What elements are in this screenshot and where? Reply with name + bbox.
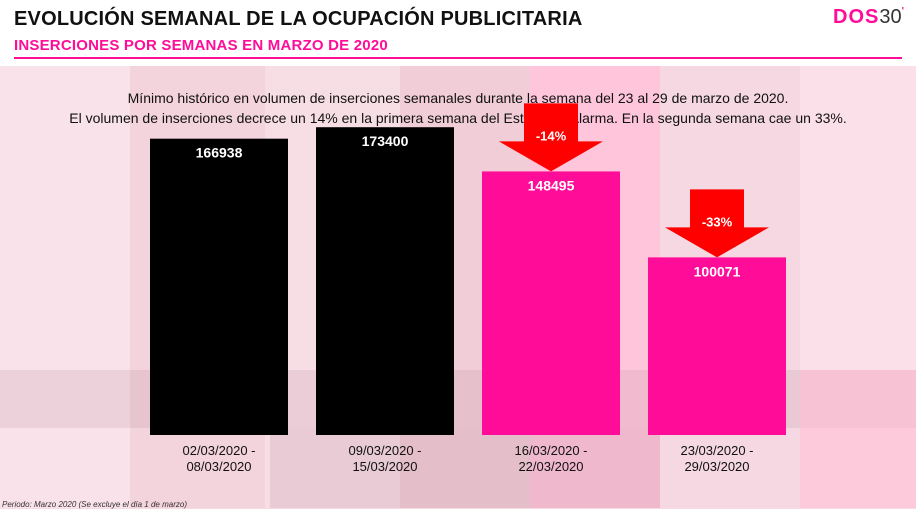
decrease-arrow-icon-2 [665,189,769,258]
x-tick-label-4-line-2: 29/03/2020 [684,459,749,474]
summary-note: Mínimo histórico en volumen de insercion… [0,88,916,128]
decrease-arrow-icon-1 [499,103,603,172]
header-bar: EVOLUCIÓN SEMANAL DE LA OCUPACIÓN PUBLIC… [0,0,916,66]
bar-1 [150,138,288,435]
title-divider [14,57,902,59]
bar-value-label-4: 100071 [694,263,741,279]
bar-value-label-1: 166938 [196,145,243,161]
logo-mark: ' [901,6,904,17]
decrease-label-1: -14% [536,128,567,143]
x-tick-label-4-line-1: 23/03/2020 - [680,443,753,458]
page-title: EVOLUCIÓN SEMANAL DE LA OCUPACIÓN PUBLIC… [14,8,583,30]
bar-4 [648,257,786,435]
brand-logo: DOS30' [833,6,904,29]
bar-value-label-3: 148495 [528,177,575,193]
x-tick-label-1-line-1: 02/03/2020 - [182,443,255,458]
x-tick-label-3-line-1: 16/03/2020 - [514,443,587,458]
decrease-label-2: -33% [702,214,733,229]
x-tick-label-2-line-1: 09/03/2020 - [348,443,421,458]
summary-line-2: El volumen de inserciones decrece un 14%… [69,110,847,126]
page-subtitle: INSERCIONES POR SEMANAS EN MARZO DE 2020 [14,37,388,54]
x-tick-label-3-line-2: 22/03/2020 [518,459,583,474]
x-tick-label-2-line-2: 15/03/2020 [352,459,417,474]
logo-text-secondary: 30 [879,6,902,28]
summary-line-1: Mínimo histórico en volumen de insercion… [127,90,789,106]
logo-text-primary: DOS [833,6,880,28]
bar-3 [482,171,620,435]
bar-value-label-2: 173400 [362,133,409,149]
bar-2 [316,127,454,435]
x-tick-label-1-line-2: 08/03/2020 [186,459,251,474]
period-footnote: Periodo: Marzo 2020 (Se excluye el día 1… [2,500,187,509]
